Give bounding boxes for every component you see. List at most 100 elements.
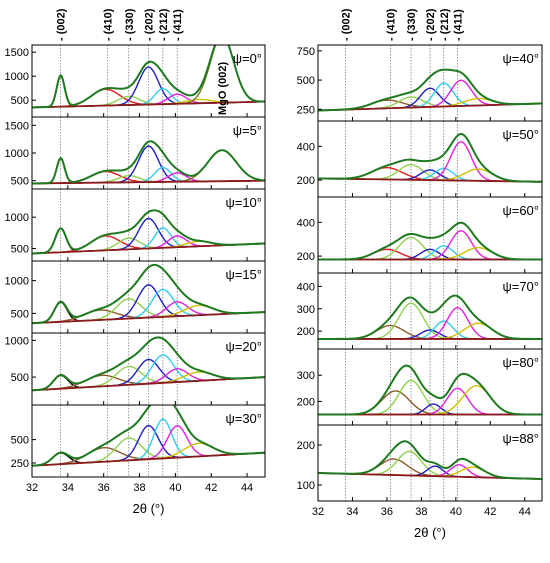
sum-curve — [32, 140, 265, 185]
background-line — [32, 451, 265, 467]
psi-label: ψ=10° — [225, 195, 262, 210]
y-tick-label: 1000 — [5, 212, 29, 224]
y-tick-label: 200 — [297, 440, 315, 452]
y-tick-label: 1000 — [5, 276, 29, 288]
panel-curves — [32, 45, 265, 117]
miller-index-label: - (202) — [425, 8, 437, 41]
y-tick-label: 200 — [297, 396, 315, 408]
x-tick-label: 44 — [519, 506, 531, 518]
x-tick-label: 36 — [381, 506, 393, 518]
background-line — [32, 100, 265, 109]
y-tick-label: 500 — [11, 372, 29, 384]
y-tick-label: 750 — [297, 46, 315, 58]
psi-label: ψ=20° — [225, 339, 262, 354]
miller-index-label: - (212) — [158, 8, 170, 41]
panel-frame — [317, 424, 543, 502]
panel-curves — [318, 273, 542, 349]
panel-curves — [32, 405, 265, 477]
sum-curve — [318, 440, 542, 480]
x-axis-label: 2θ (°) — [133, 501, 165, 516]
y-tick-label: 300 — [297, 370, 315, 382]
sum-curve — [32, 405, 265, 467]
y-tick-label: 500 — [11, 95, 29, 107]
psi-label: ψ=15° — [225, 267, 262, 282]
panel-curves — [318, 121, 542, 197]
y-tick-label: 200 — [297, 175, 315, 187]
x-tick-label: 36 — [98, 482, 110, 494]
sum-curve — [318, 133, 542, 183]
background-line — [318, 102, 542, 112]
sum-curve — [32, 336, 265, 392]
x-tick-label: 42 — [484, 506, 496, 518]
background-line — [32, 376, 265, 392]
y-tick-label: 400 — [297, 281, 315, 293]
panel-curves — [32, 261, 265, 333]
y-tick-label: 500 — [11, 308, 29, 320]
y-tick-label: 500 — [297, 75, 315, 87]
panel-curves — [32, 117, 265, 189]
psi-label: ψ=88° — [502, 431, 539, 446]
y-tick-label: 1500 — [5, 47, 29, 59]
y-tick-label: 200 — [297, 326, 315, 338]
x-tick-label: 42 — [205, 482, 217, 494]
y-tick-label: 1500 — [5, 120, 29, 132]
panel-curves — [318, 45, 542, 121]
x-tick-label: 38 — [415, 506, 427, 518]
x-tick-label: 34 — [346, 506, 358, 518]
miller-index-label: - (410) — [102, 8, 114, 41]
mgo-label: MgO (002) — [217, 61, 229, 115]
y-tick-label: 500 — [11, 435, 29, 447]
miller-index-label: - (410) — [385, 8, 397, 41]
miller-index-label: - (002) — [56, 8, 68, 41]
psi-label: ψ=70° — [502, 279, 539, 294]
y-tick-label: 100 — [297, 480, 315, 492]
psi-label: ψ=60° — [502, 203, 539, 218]
y-tick-label: 250 — [297, 104, 315, 116]
y-tick-label: 500 — [11, 176, 29, 188]
x-tick-label: 32 — [312, 506, 324, 518]
x-tick-label: 44 — [241, 482, 253, 494]
sum-curve — [318, 68, 542, 112]
y-tick-label: 1000 — [5, 335, 29, 347]
x-tick-label: 40 — [450, 506, 462, 518]
psi-label: ψ=5° — [233, 123, 262, 138]
x-tick-label: 40 — [169, 482, 181, 494]
y-tick-label: 250 — [11, 458, 29, 470]
x-axis-label: 2θ (°) — [414, 525, 446, 540]
sum-curve — [32, 209, 265, 255]
miller-index-label: - (002) — [341, 8, 353, 41]
panel-curves — [318, 349, 542, 425]
x-tick-label: 34 — [62, 482, 74, 494]
miller-index-label: - (330) — [406, 8, 418, 41]
miller-index-label: - (411) — [453, 9, 465, 41]
x-tick-label: 32 — [26, 482, 38, 494]
background-line — [32, 311, 265, 325]
miller-index-label: - (411) — [172, 9, 184, 41]
psi-label: ψ=30° — [225, 411, 262, 426]
panel-curves — [318, 425, 542, 501]
miller-index-label: - (330) — [124, 8, 136, 41]
psi-label: ψ=0° — [233, 51, 262, 66]
y-tick-label: 300 — [297, 304, 315, 316]
psi-label: ψ=50° — [502, 127, 539, 142]
y-tick-label: 500 — [11, 243, 29, 255]
y-tick-label: 1000 — [5, 148, 29, 160]
sum-curve — [318, 294, 542, 340]
panel-frame — [31, 404, 266, 478]
background-line — [32, 179, 265, 185]
psi-label: ψ=40° — [502, 51, 539, 66]
sum-curve — [32, 263, 265, 325]
panel-curves — [318, 197, 542, 273]
miller-index-label: - (202) — [144, 8, 156, 41]
miller-index-label: - (212) — [439, 8, 451, 41]
panel-curves — [32, 333, 265, 405]
y-tick-label: 200 — [297, 251, 315, 263]
psi-label: ψ=80° — [502, 355, 539, 370]
background-line — [318, 177, 542, 183]
y-tick-label: 400 — [297, 141, 315, 153]
sum-curve — [318, 221, 542, 261]
y-tick-label: 400 — [297, 217, 315, 229]
x-tick-label: 38 — [133, 482, 145, 494]
